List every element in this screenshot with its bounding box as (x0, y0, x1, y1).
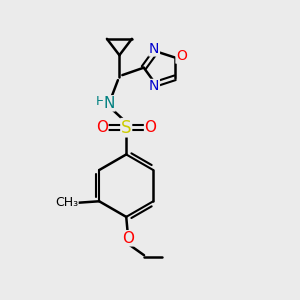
Text: O: O (122, 231, 134, 246)
Text: O: O (145, 120, 157, 135)
Text: CH₃: CH₃ (55, 196, 78, 209)
Text: N: N (103, 96, 115, 111)
Text: N: N (149, 80, 159, 93)
Text: O: O (96, 120, 108, 135)
Text: N: N (149, 42, 159, 56)
Text: O: O (176, 49, 187, 63)
Text: H: H (96, 95, 105, 108)
Text: S: S (121, 119, 131, 137)
